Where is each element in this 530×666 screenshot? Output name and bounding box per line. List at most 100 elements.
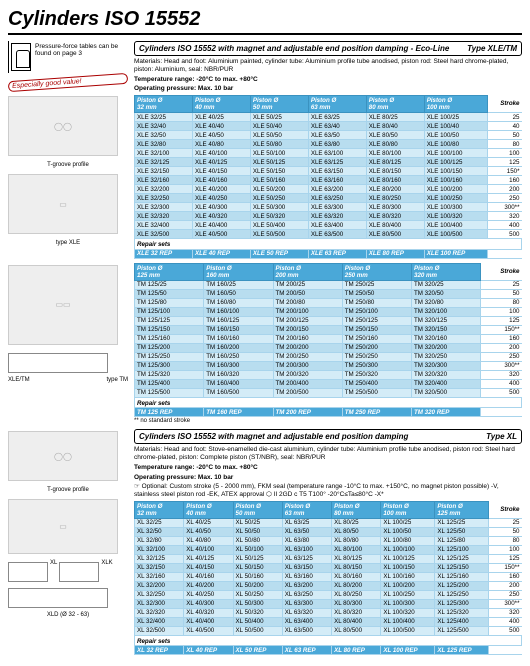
data-cell: XL 40/160: [184, 572, 233, 581]
data-cell: TM 250/250: [342, 352, 411, 361]
data-cell: XLE 63/25: [308, 113, 366, 122]
tgroove-image: ◯◯: [8, 96, 118, 156]
data-cell: XL 80/500: [332, 626, 381, 635]
stroke-header: Stroke: [489, 501, 522, 518]
data-cell: XL 63/500: [282, 626, 331, 635]
data-cell: TM 200/400: [273, 379, 342, 388]
data-cell: XL 125/400: [435, 617, 489, 626]
xle-caption: type XLE: [8, 240, 128, 246]
xl-optional: ☞ Optional: Custom stroke (5 - 2000 mm),…: [134, 483, 522, 499]
xl-caption: XL: [50, 560, 57, 582]
data-cell: XL 100/320: [381, 608, 435, 617]
data-cell: XL 40/100: [184, 545, 233, 554]
data-cell: XL 80/160: [332, 572, 381, 581]
col-header: Piston Ø100 mm: [424, 96, 487, 113]
data-cell: TM 160/250: [204, 352, 273, 361]
data-cell: XLE 100/160: [424, 176, 487, 185]
data-cell: TM 200/320: [273, 370, 342, 379]
repair-cell: XLE 40 REP: [192, 249, 250, 258]
stroke-cell: 125: [487, 158, 521, 167]
data-cell: XL 100/150: [381, 563, 435, 572]
data-cell: XL 32/100: [135, 545, 184, 554]
eco-title: Cylinders ISO 15552 with magnet and adju…: [139, 44, 449, 53]
data-cell: XL 50/80: [233, 536, 282, 545]
data-cell: XL 100/100: [381, 545, 435, 554]
stroke-cell: 400: [489, 617, 522, 626]
xl-tgroove-caption: T-groove profile: [8, 487, 128, 493]
stroke-cell: 320: [481, 370, 522, 379]
repair-cell: XL 50 REP: [233, 646, 282, 655]
stroke-cell: 500: [487, 230, 521, 239]
col-header: Piston Ø160 mm: [204, 263, 273, 280]
repair-cell: TM 250 REP: [342, 408, 411, 417]
data-cell: TM 125/200: [135, 343, 204, 352]
data-cell: TM 320/320: [412, 370, 481, 379]
stroke-cell: 200: [481, 343, 522, 352]
data-cell: XL 50/25: [233, 518, 282, 527]
data-cell: TM 320/80: [412, 298, 481, 307]
pressure-icon: [11, 43, 31, 71]
repair-cell: XL 63 REP: [282, 646, 331, 655]
data-cell: XLE 50/80: [250, 140, 308, 149]
data-cell: XLE 63/200: [308, 185, 366, 194]
stroke-cell: 150**: [481, 325, 522, 334]
stroke-cell: 100: [489, 545, 522, 554]
data-cell: TM 160/100: [204, 307, 273, 316]
stroke-cell: 50: [489, 527, 522, 536]
data-cell: XL 32/320: [135, 608, 184, 617]
eco-temp: Temperature range: -20°C to max. +80°C: [134, 76, 258, 83]
table-xle: Piston Ø32 mmPiston Ø40 mmPiston Ø50 mmP…: [134, 95, 522, 259]
eco-press: Operating pressure: Max. 10 bar: [134, 85, 233, 92]
data-cell: XL 50/320: [233, 608, 282, 617]
data-cell: XL 63/400: [282, 617, 331, 626]
data-cell: XL 100/25: [381, 518, 435, 527]
data-cell: XLE 100/40: [424, 122, 487, 131]
data-cell: XLE 100/200: [424, 185, 487, 194]
data-cell: XLE 100/150: [424, 167, 487, 176]
table-xl: Piston Ø32 mmPiston Ø40 mmPiston Ø50 mmP…: [134, 501, 522, 656]
xl-header: Cylinders ISO 15552 with magnet and adju…: [134, 429, 522, 444]
stroke-cell: 80: [481, 298, 522, 307]
data-cell: TM 320/125: [412, 316, 481, 325]
data-cell: TM 160/50: [204, 289, 273, 298]
data-cell: TM 200/100: [273, 307, 342, 316]
value-badge: Especially good value!: [8, 73, 128, 92]
data-cell: XLE 50/160: [250, 176, 308, 185]
data-cell: XL 100/400: [381, 617, 435, 626]
xl-diagram: [8, 562, 48, 582]
data-cell: XLE 100/25: [424, 113, 487, 122]
repair-cell: XLE 100 REP: [424, 249, 487, 258]
col-header: Piston Ø100 mm: [381, 501, 435, 518]
xl-temp: Temperature range: -20°C to max. +80°C: [134, 464, 258, 471]
data-cell: XL 40/50: [184, 527, 233, 536]
data-cell: XLE 32/320: [135, 212, 193, 221]
repair-cell: XL 40 REP: [184, 646, 233, 655]
data-cell: XL 125/320: [435, 608, 489, 617]
data-cell: TM 160/300: [204, 361, 273, 370]
data-cell: XLE 100/320: [424, 212, 487, 221]
col-header: Piston Ø125 mm: [435, 501, 489, 518]
data-cell: XL 63/50: [282, 527, 331, 536]
col-header: Piston Ø80 mm: [332, 501, 381, 518]
data-cell: XL 125/50: [435, 527, 489, 536]
data-cell: TM 250/50: [342, 289, 411, 298]
data-cell: XL 32/500: [135, 626, 184, 635]
data-cell: TM 250/80: [342, 298, 411, 307]
repair-cell: XL 80 REP: [332, 646, 381, 655]
data-cell: XLE 80/25: [366, 113, 424, 122]
data-cell: TM 200/25: [273, 280, 342, 289]
stroke-cell: 300**: [489, 599, 522, 608]
data-cell: XLE 80/400: [366, 221, 424, 230]
data-cell: TM 320/250: [412, 352, 481, 361]
data-cell: TM 250/100: [342, 307, 411, 316]
stroke-header: Stroke: [481, 263, 522, 280]
data-cell: XLE 63/160: [308, 176, 366, 185]
repair-cell: XL 32 REP: [135, 646, 184, 655]
data-cell: XL 40/125: [184, 554, 233, 563]
data-cell: XL 50/100: [233, 545, 282, 554]
data-cell: TM 125/400: [135, 379, 204, 388]
data-cell: XL 40/150: [184, 563, 233, 572]
stroke-cell: 25: [489, 518, 522, 527]
data-cell: XL 40/500: [184, 626, 233, 635]
data-cell: XL 50/150: [233, 563, 282, 572]
